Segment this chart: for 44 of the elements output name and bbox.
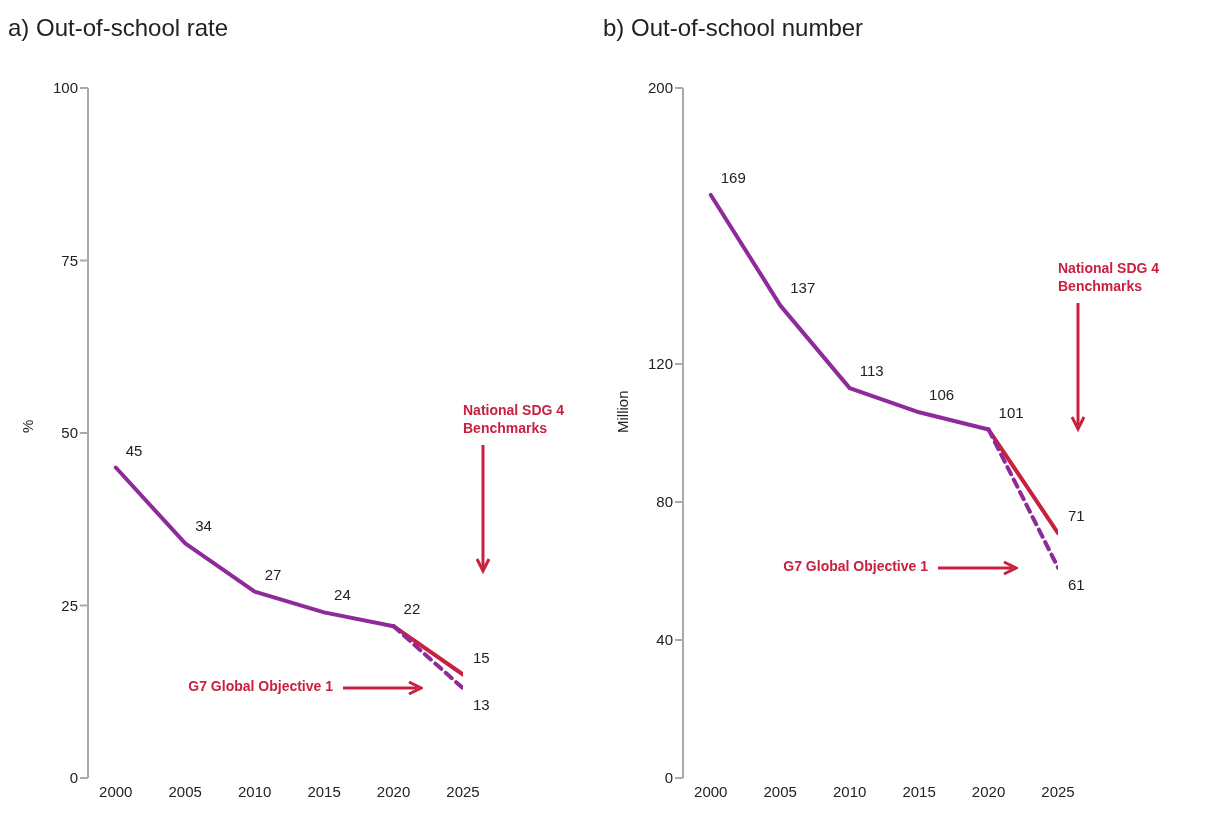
y-axis-title: Million <box>614 390 632 433</box>
y-tick-label: 25 <box>61 596 78 614</box>
data-label: 27 <box>264 565 282 583</box>
text: National SDG 4 Benchmarks <box>1058 259 1161 296</box>
y-tick-label: 40 <box>656 631 673 649</box>
x-tick-label: 2005 <box>168 782 202 800</box>
x-tick-label: 2010 <box>832 782 867 800</box>
data-label: 137 <box>790 279 816 297</box>
data-label: 113 <box>859 362 884 380</box>
data-label: 101 <box>998 403 1024 421</box>
x-tick-label: 2000 <box>694 782 728 800</box>
y-tick-label: 100 <box>52 79 78 97</box>
x-tick-label: 2025 <box>1041 782 1075 800</box>
y-tick-label: 75 <box>61 251 78 269</box>
x-tick-label: 2025 <box>446 782 480 800</box>
data-label: 45 <box>125 441 143 459</box>
y-tick-label: 80 <box>656 493 673 511</box>
y-tick-label: 0 <box>664 769 673 787</box>
data-label: 24 <box>334 586 351 604</box>
chart-title: a) Out-of-school rate <box>8 14 229 42</box>
data-label: 106 <box>929 386 955 404</box>
x-tick-label: 2015 <box>307 782 341 800</box>
y-axis-title: % <box>19 419 37 433</box>
data-label: 34 <box>195 517 212 535</box>
y-tick-label: 120 <box>647 355 673 373</box>
x-tick-label: 2015 <box>902 782 936 800</box>
data-label: 61 <box>1068 575 1085 593</box>
chart-title: b) Out-of-school number <box>603 14 864 42</box>
annotation: G7 Global Objective 1 <box>782 557 928 574</box>
x-tick-label: 2000 <box>99 782 133 800</box>
x-tick-label: 2010 <box>237 782 272 800</box>
data-label: 71 <box>1068 507 1085 525</box>
y-tick-label: 50 <box>61 424 78 442</box>
data-label: 15 <box>473 648 490 666</box>
y-tick-label: 0 <box>69 769 78 787</box>
data-label: 13 <box>473 696 490 714</box>
annotation: G7 Global Objective 1 <box>187 678 333 695</box>
text: National SDG 4 Benchmarks <box>463 400 566 437</box>
y-tick-label: 200 <box>647 79 673 97</box>
data-label: 169 <box>720 168 746 186</box>
x-tick-label: 2020 <box>376 782 411 800</box>
data-label: 22 <box>403 600 421 618</box>
x-tick-label: 2005 <box>763 782 797 800</box>
x-tick-label: 2020 <box>971 782 1006 800</box>
